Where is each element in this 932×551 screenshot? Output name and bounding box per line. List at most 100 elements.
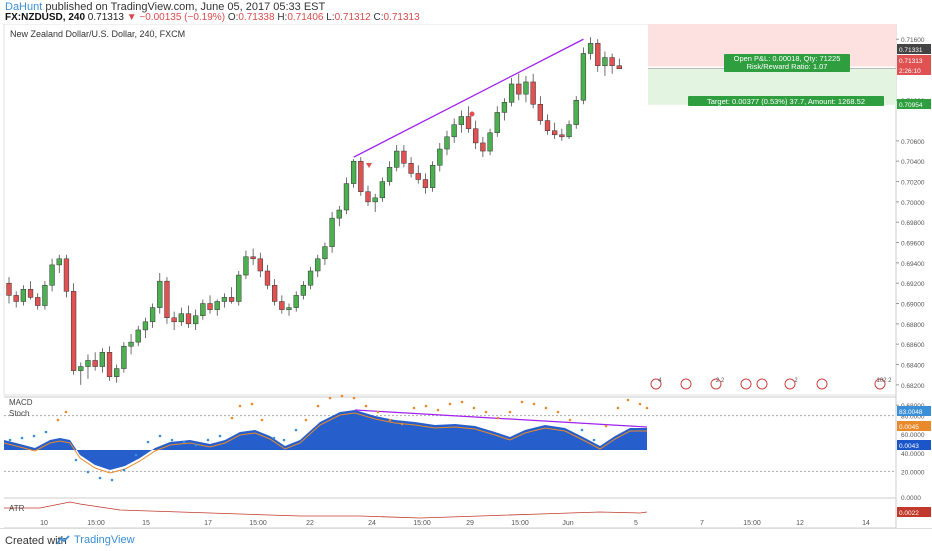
- stoch-dot: [32, 434, 36, 438]
- stoch-dot: [448, 402, 452, 406]
- candle: [544, 114, 551, 135]
- candle: [42, 281, 48, 310]
- atr-label: ATR: [9, 504, 25, 513]
- stoch-dot: [340, 394, 344, 398]
- stoch-dot: [568, 418, 572, 422]
- candle-body: [157, 280, 163, 308]
- timer-badge-bg: [897, 65, 931, 75]
- candle: [214, 299, 220, 316]
- high-label: H:: [277, 12, 288, 23]
- candle-body: [516, 83, 522, 95]
- candle-body: [415, 173, 421, 180]
- candle: [121, 342, 127, 373]
- candle: [63, 254, 70, 298]
- tradingview-logo-icon: [56, 535, 70, 545]
- symbol-name[interactable]: FX:NZDUSD, 240: [5, 12, 86, 23]
- stoch-dot: [304, 418, 308, 422]
- candle: [595, 39, 601, 72]
- candle: [221, 293, 228, 308]
- candle: [559, 128, 565, 141]
- target-price-badge-bg: [897, 99, 931, 109]
- candle-body: [279, 301, 285, 310]
- stoch-dot: [388, 418, 392, 422]
- price-tick-label: 0.71600: [901, 37, 925, 44]
- candle: [501, 98, 508, 121]
- low-label: L:: [326, 12, 335, 23]
- brand[interactable]: TradingView: [56, 534, 135, 546]
- price-tick-label: 0.69400: [901, 261, 925, 268]
- time-tick-label: 7: [700, 520, 704, 527]
- osc-tick-label: 80.0000: [901, 414, 925, 421]
- candle-body: [78, 366, 84, 371]
- stoch-dot: [230, 416, 234, 420]
- current-price-badge: 0.71313: [899, 58, 923, 65]
- stoch-dot: [206, 438, 210, 442]
- candle: [444, 130, 450, 156]
- candle: [13, 291, 19, 308]
- candle: [401, 144, 407, 168]
- stoch-dot: [260, 418, 264, 422]
- time-tick-label: 17: [204, 520, 212, 527]
- chart-title: New Zealand Dollar/U.S. Dollar, 240, FXC…: [10, 29, 185, 39]
- candle-body: [272, 284, 278, 302]
- candle-body: [408, 163, 414, 174]
- stoch-dot: [352, 396, 356, 400]
- candle-body: [422, 179, 429, 188]
- candle: [322, 242, 328, 265]
- stoch-dot: [376, 410, 380, 414]
- candle-body: [595, 43, 601, 66]
- candle-body: [444, 136, 450, 150]
- candle: [566, 120, 572, 139]
- candle-body: [429, 165, 436, 188]
- candle-body: [451, 124, 457, 138]
- candle: [508, 77, 515, 107]
- candle-body: [394, 150, 400, 168]
- stoch-label: Stoch: [9, 409, 29, 418]
- candle: [157, 273, 163, 314]
- stoch-dot: [170, 438, 174, 442]
- event-flag-count: 2 2: [716, 378, 725, 384]
- event-flag-icon: [816, 378, 828, 390]
- candle-body: [135, 329, 141, 343]
- price-chart[interactable]: Open P&L: 0.00018, Qty: 71225Risk/Reward…: [0, 24, 932, 528]
- osc-tick-label: 20.0000: [901, 469, 925, 476]
- candle: [128, 334, 134, 355]
- price-tick-label: 0.69200: [901, 281, 925, 288]
- stoch-dot: [592, 438, 596, 442]
- stoch-dot: [556, 410, 560, 414]
- atr-badge: 0.0022: [899, 510, 919, 517]
- macd-histogram-area: [4, 410, 647, 470]
- stoch-dot: [436, 408, 440, 412]
- candle-body: [70, 291, 77, 371]
- osc-tick-label: 60.0000: [901, 432, 925, 439]
- high-value: 0.71406: [287, 12, 324, 23]
- stoch-dot: [272, 436, 276, 440]
- candle: [487, 128, 493, 156]
- trendline: [353, 38, 584, 158]
- candle-body: [372, 197, 378, 203]
- candle-body: [49, 264, 55, 286]
- candle: [20, 285, 27, 306]
- candle-body: [42, 284, 48, 306]
- candle-body: [35, 297, 41, 306]
- candle-body: [178, 313, 184, 323]
- candle-body: [587, 43, 594, 54]
- stoch-dot: [532, 402, 536, 406]
- candle: [358, 157, 364, 196]
- candle: [429, 161, 436, 192]
- osc-tick-label: 40.0000: [901, 451, 925, 458]
- candle: [408, 157, 414, 178]
- candle-body: [559, 134, 565, 138]
- macd-label: MACD: [9, 398, 33, 407]
- stoch-dot: [182, 440, 186, 444]
- candle-body: [300, 284, 307, 296]
- candle: [293, 291, 299, 312]
- candle-body: [149, 307, 156, 323]
- candle: [200, 299, 206, 320]
- candle-body: [164, 280, 170, 319]
- atr-tick-label: 0.0000: [901, 495, 921, 502]
- candle-body: [602, 57, 608, 66]
- candle: [185, 305, 192, 328]
- author-link[interactable]: DaHunt: [5, 1, 43, 13]
- pnl-line-1: Open P&L: 0.00018, Qty: 71225: [734, 54, 841, 63]
